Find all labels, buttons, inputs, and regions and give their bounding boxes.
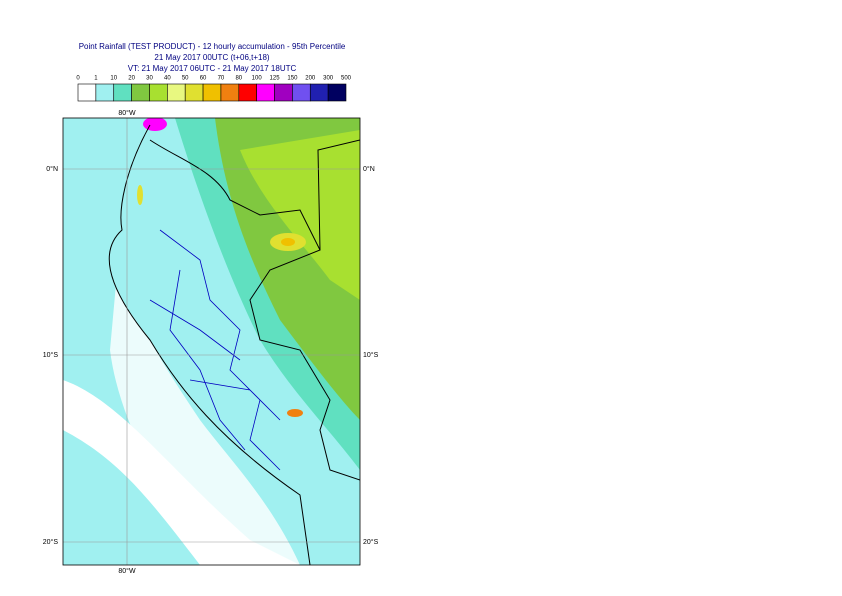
legend-swatch xyxy=(274,83,293,102)
legend-label: 0 xyxy=(76,76,80,82)
hotspot-core xyxy=(281,238,295,246)
legend-label: 10 xyxy=(110,76,117,82)
legend-swatch xyxy=(95,83,115,102)
hotspot xyxy=(137,185,143,205)
lon-label: 80°W xyxy=(118,567,136,575)
map xyxy=(63,118,360,565)
land-wettest xyxy=(240,130,360,300)
legend-swatch xyxy=(327,83,347,102)
hotspot xyxy=(287,409,303,417)
legend-label: 500 xyxy=(341,76,352,82)
legend-label: 80 xyxy=(235,76,242,82)
legend-label: 1 xyxy=(94,76,98,82)
legend-swatch xyxy=(167,83,186,102)
lat-label: 0°N xyxy=(363,165,375,173)
lat-label: 10°S xyxy=(363,351,379,359)
border xyxy=(317,139,360,251)
legend-swatch xyxy=(184,83,204,102)
legend-label: 40 xyxy=(164,76,171,82)
legend-swatch xyxy=(256,83,275,102)
legend-swatch xyxy=(149,83,168,102)
legend-swatch xyxy=(113,83,132,102)
frame xyxy=(62,117,361,566)
legend-swatch xyxy=(77,83,97,102)
legend-swatch xyxy=(131,83,150,102)
legend-label: 50 xyxy=(182,76,189,82)
regions xyxy=(149,229,281,471)
coastal-dry xyxy=(110,240,300,565)
lat-label: 20°S xyxy=(363,538,379,546)
legend-label: 70 xyxy=(218,76,225,82)
legend-label: 200 xyxy=(305,76,316,82)
hotspot xyxy=(143,118,167,131)
title: Point Rainfall (TEST PRODUCT) - 12 hourl… xyxy=(79,42,346,51)
legend-label: 300 xyxy=(323,76,334,82)
legend-swatch xyxy=(220,83,240,102)
validity: VT: 21 May 2017 06UTC - 21 May 2017 18UT… xyxy=(128,64,297,73)
legend-swatch xyxy=(238,83,257,102)
subtitle: 21 May 2017 00UTC (t+06,t+18) xyxy=(154,53,270,62)
legend-label: 100 xyxy=(252,76,263,82)
lat-label: 10°S xyxy=(43,351,59,359)
legend-swatch xyxy=(202,83,222,102)
legend-swatch xyxy=(292,83,311,102)
legend-label: 20 xyxy=(128,76,135,82)
coastline xyxy=(108,124,311,565)
legend-label: 150 xyxy=(287,76,298,82)
border xyxy=(149,139,360,481)
legend-label: 125 xyxy=(270,76,281,82)
legend-label: 60 xyxy=(200,76,207,82)
legend: 0 1 10 20 30 40 50 60 70 80 100 125 150 200 300 500 xyxy=(76,76,352,102)
lat-label: 0°N xyxy=(46,165,58,173)
legend-label: 30 xyxy=(146,76,153,82)
lat-label: 20°S xyxy=(43,538,59,546)
legend-swatch xyxy=(309,83,329,102)
lon-label: 80°W xyxy=(118,109,136,117)
ocean-band xyxy=(63,430,200,565)
